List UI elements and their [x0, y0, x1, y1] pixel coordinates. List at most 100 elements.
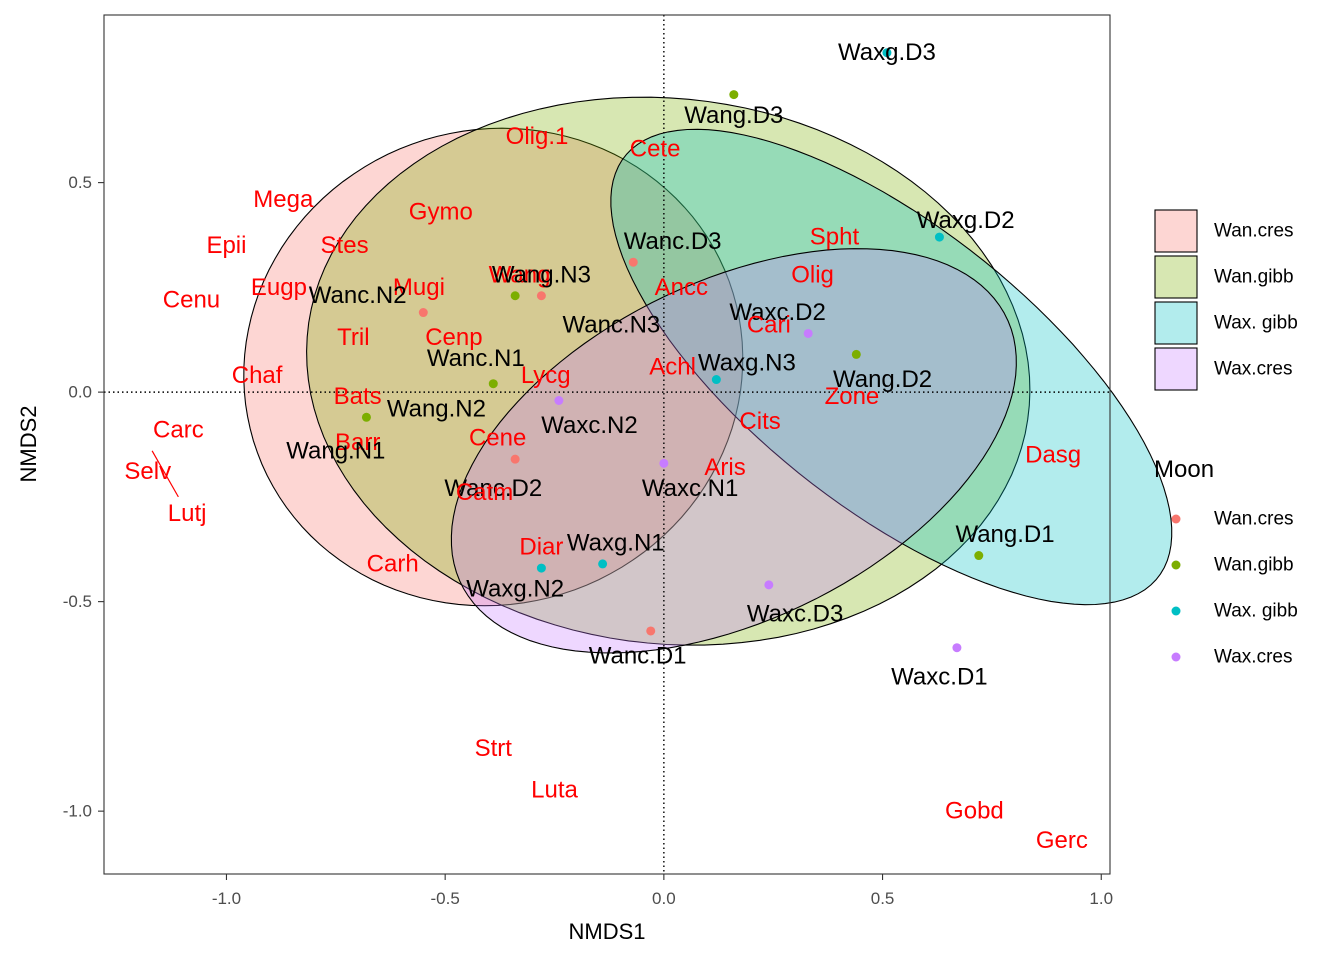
label-leader-lines [151, 450, 179, 498]
point-waxc-n1 [659, 458, 669, 468]
species-label-bats: Bats [334, 383, 382, 410]
point-waxc-n2 [554, 396, 564, 406]
site-label-waxc-d1: Waxc.D1 [891, 664, 987, 691]
group-ellipses [243, 96, 1173, 654]
species-label-zone: Zone [825, 383, 880, 410]
legend-fill-label-wax-cres: Wax.cres [1214, 359, 1292, 380]
point-waxg-n1 [598, 559, 608, 569]
species-label-gobd: Gobd [945, 798, 1004, 825]
site-label-waxg-n3: Waxg.N3 [698, 349, 796, 376]
legend-fill-swatch-wan-cres [1154, 209, 1198, 253]
point-wanc-d1 [646, 626, 656, 636]
legend-fill: Wan.cres Wan.gibb Wax. gibb Wax.cres [1154, 209, 1298, 391]
point-wanc-n3 [536, 291, 546, 301]
x-tick-label: -0.5 [431, 889, 460, 908]
legend-fill-label-wan-cres: Wan.cres [1214, 221, 1294, 242]
species-label-epii: Epii [206, 232, 246, 259]
legend-moon-title: Moon [1154, 456, 1214, 483]
species-label-wang: Wang [489, 261, 551, 288]
x-tick-label: 1.0 [1089, 889, 1113, 908]
species-label-strt: Strt [475, 735, 513, 762]
legend-point-label-wax-gibb: Wax. gibb [1214, 601, 1298, 622]
point-waxg-n3 [711, 375, 721, 385]
species-label-gerc: Gerc [1036, 827, 1088, 854]
species-label-selv: Selv [124, 458, 171, 485]
site-label-waxg-d2: Waxg.D2 [917, 207, 1015, 234]
site-label-waxc-d3: Waxc.D3 [747, 601, 843, 628]
species-label-cenu: Cenu [163, 286, 220, 313]
species-label-ancc: Ancc [655, 274, 708, 301]
species-label-olig-1: Olig.1 [506, 123, 569, 150]
point-wang-d3 [729, 90, 739, 100]
species-label-carc: Carc [153, 416, 204, 443]
species-label-diar: Diar [519, 534, 563, 561]
site-label-wang-d2: Wang.D2 [833, 366, 932, 393]
site-label-wang-n2: Wang.N2 [387, 395, 486, 422]
y-tick-label: 0.0 [68, 383, 92, 402]
site-label-wanc-d2: Wanc.D2 [444, 475, 542, 502]
species-label-aris: Aris [704, 454, 745, 481]
site-label-waxc-n2: Waxc.N2 [541, 412, 637, 439]
point-waxc-d3 [764, 580, 774, 590]
ellipse-wan-cres [243, 127, 744, 607]
ellipse-wan-gibb [306, 96, 1031, 646]
site-label-wang-d1: Wang.D1 [955, 521, 1054, 548]
species-label-cenp: Cenp [425, 324, 482, 351]
legend-point-label-wan-cres: Wan.cres [1214, 509, 1294, 530]
legend-point-wan-gibb [1171, 560, 1181, 570]
panel-border [103, 14, 1111, 875]
leader-line [151, 450, 179, 498]
y-tick-label: -0.5 [63, 592, 92, 611]
site-label-waxc-d2: Waxc.D2 [729, 299, 825, 326]
site-label-wanc-n3: Wanc.N3 [562, 312, 660, 339]
legend-point-label-wan-gibb: Wan.gibb [1214, 555, 1294, 576]
site-points [361, 48, 984, 653]
legend-points: Wan.cres Wan.gibb Wax. gibb Wax.cres [1171, 509, 1298, 668]
x-tick-label: 0.5 [871, 889, 895, 908]
point-wang-n3 [510, 291, 520, 301]
y-tick-label: -1.0 [63, 802, 92, 821]
site-label-wanc-n1: Wanc.N1 [427, 345, 525, 372]
site-label-wanc-d3: Wanc.D3 [624, 228, 722, 255]
legend-fill-swatch-wax-cres [1154, 347, 1198, 391]
species-label-tril: Tril [337, 324, 369, 351]
x-tick-label: 0.0 [652, 889, 676, 908]
y-axis-title: NMDS2 [16, 405, 41, 482]
point-wang-d2 [851, 349, 861, 359]
panel-background [104, 15, 1110, 874]
species-label-mugi: Mugi [393, 274, 445, 301]
point-waxg-d2 [934, 232, 944, 242]
point-waxc-d1 [952, 643, 962, 653]
species-label-cete: Cete [630, 136, 681, 163]
ellipse-wax-gibb [610, 128, 1173, 606]
point-wanc-n1 [488, 379, 498, 389]
species-label-lycg: Lycg [521, 362, 571, 389]
species-label-cari: Cari [747, 312, 791, 339]
point-wang-n2 [361, 412, 371, 422]
ellipse-wax-cres [450, 248, 1017, 654]
species-label-achl: Achl [649, 353, 696, 380]
point-waxc-d2 [803, 328, 813, 338]
species-label-barr: Barr [335, 429, 380, 456]
site-label-waxc-n1: Waxc.N1 [642, 475, 738, 502]
species-label-olig: Olig [791, 261, 834, 288]
site-label-waxg-n1: Waxg.N1 [567, 529, 665, 556]
species-label-carh: Carh [367, 550, 419, 577]
site-label-wanc-d1: Wanc.D1 [589, 643, 687, 670]
legend-point-wan-cres [1171, 514, 1181, 524]
x-axis: -1.0 -0.5 0.0 0.5 1.0 [212, 874, 1113, 908]
species-label-cits: Cits [739, 408, 780, 435]
species-label-eugp: Eugp [251, 274, 307, 301]
site-label-wang-d3: Wang.D3 [684, 102, 783, 129]
point-wang-d1 [974, 551, 984, 561]
x-axis-title: NMDS1 [568, 919, 645, 944]
point-wanc-n2 [418, 308, 428, 318]
species-label-luta: Luta [531, 777, 578, 804]
species-label-spht: Spht [810, 224, 860, 251]
site-label-waxg-d3: Waxg.D3 [838, 39, 936, 66]
legend-fill-swatch-wan-gibb [1154, 255, 1198, 299]
point-waxg-n2 [536, 563, 546, 573]
legend-fill-swatch-wax-gibb [1154, 301, 1198, 345]
